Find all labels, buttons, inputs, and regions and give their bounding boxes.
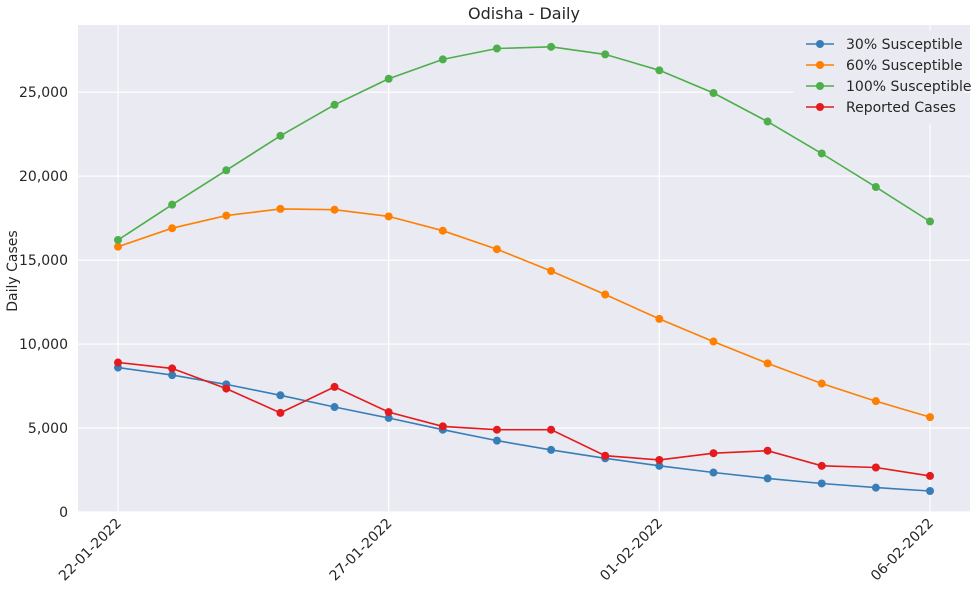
data-point bbox=[168, 200, 177, 209]
series-line bbox=[117, 208, 931, 418]
data-point bbox=[330, 100, 339, 109]
data-point bbox=[655, 455, 664, 464]
data-point bbox=[168, 364, 177, 373]
data-point bbox=[438, 422, 447, 431]
data-point bbox=[168, 371, 177, 380]
data-point bbox=[492, 436, 501, 445]
y-tick-label: 15,000 bbox=[19, 253, 68, 269]
data-point bbox=[817, 149, 826, 158]
data-point bbox=[709, 337, 718, 346]
legend-marker bbox=[816, 40, 824, 48]
series-line bbox=[117, 45, 931, 241]
data-point bbox=[222, 166, 231, 175]
legend-label: 100% Susceptible bbox=[846, 79, 972, 95]
data-point bbox=[276, 391, 285, 400]
data-point bbox=[330, 382, 339, 391]
data-point bbox=[276, 131, 285, 140]
data-point bbox=[114, 358, 122, 367]
x-tick-label: 22-01-2022 bbox=[56, 516, 125, 585]
data-point bbox=[438, 55, 447, 64]
data-point bbox=[384, 413, 393, 422]
data-point bbox=[763, 474, 772, 483]
data-point bbox=[222, 384, 231, 393]
chart-title: Odisha - Daily bbox=[468, 4, 580, 23]
series-line bbox=[117, 361, 931, 477]
data-point bbox=[926, 487, 934, 496]
legend-marker bbox=[816, 103, 824, 111]
data-point bbox=[763, 359, 772, 368]
x-tick-label: 06-02-2022 bbox=[868, 516, 937, 585]
grid-lines bbox=[78, 25, 970, 513]
data-point bbox=[384, 212, 393, 221]
legend-marker bbox=[816, 82, 824, 90]
data-point bbox=[817, 379, 826, 388]
y-tick-label: 10,000 bbox=[19, 337, 68, 353]
legend-marker bbox=[816, 61, 824, 69]
data-point bbox=[601, 451, 610, 460]
data-point bbox=[655, 66, 664, 75]
data-point bbox=[709, 468, 718, 477]
data-point bbox=[330, 403, 339, 412]
data-point bbox=[492, 44, 501, 53]
data-point bbox=[114, 242, 122, 251]
data-point bbox=[763, 446, 772, 455]
data-point bbox=[547, 267, 556, 276]
legend-label: 30% Susceptible bbox=[846, 37, 963, 53]
data-point bbox=[547, 42, 556, 51]
x-tick-label: 01-02-2022 bbox=[597, 516, 666, 585]
data-point bbox=[871, 183, 880, 192]
data-point bbox=[709, 449, 718, 458]
data-point bbox=[926, 413, 934, 422]
data-point bbox=[926, 217, 934, 226]
data-point bbox=[926, 471, 934, 480]
y-tick-label: 25,000 bbox=[19, 85, 68, 101]
data-point bbox=[655, 314, 664, 323]
x-tick-label: 27-01-2022 bbox=[327, 516, 396, 585]
legend: 30% Susceptible 60% Susceptible 100% Susce… bbox=[793, 30, 972, 124]
data-point bbox=[438, 226, 447, 235]
y-axis-ticks: 0 5,000 10,000 15,000 20,000 25,000 bbox=[19, 85, 68, 521]
data-point bbox=[276, 204, 285, 213]
y-tick-label: 20,000 bbox=[19, 169, 68, 185]
legend-label: 60% Susceptible bbox=[846, 58, 963, 74]
data-point bbox=[384, 408, 393, 417]
data-point bbox=[871, 397, 880, 406]
y-axis-label: Daily Cases bbox=[5, 230, 21, 311]
data-point bbox=[763, 117, 772, 126]
data-point bbox=[276, 408, 285, 417]
data-point bbox=[871, 483, 880, 492]
data-point bbox=[168, 224, 177, 233]
data-point bbox=[709, 89, 718, 98]
data-point bbox=[547, 445, 556, 454]
data-point bbox=[330, 205, 339, 214]
y-tick-label: 0 bbox=[59, 505, 68, 521]
data-point bbox=[492, 245, 501, 254]
series-group bbox=[114, 42, 934, 496]
data-point bbox=[492, 425, 501, 434]
data-point bbox=[655, 461, 664, 470]
series-line bbox=[117, 366, 931, 492]
data-point bbox=[601, 50, 610, 59]
x-axis-ticks: 22-01-2022 27-01-2022 01-02-2022 06-02-2022 bbox=[56, 516, 937, 585]
y-tick-label: 5,000 bbox=[28, 421, 68, 437]
data-point bbox=[384, 74, 393, 83]
data-point bbox=[871, 463, 880, 472]
data-point bbox=[817, 479, 826, 488]
data-point bbox=[601, 290, 610, 299]
data-point bbox=[114, 235, 122, 244]
legend-box bbox=[793, 30, 965, 124]
data-point bbox=[222, 211, 231, 220]
data-point bbox=[547, 425, 556, 434]
data-point bbox=[817, 461, 826, 470]
legend-label: Reported Cases bbox=[846, 100, 956, 116]
